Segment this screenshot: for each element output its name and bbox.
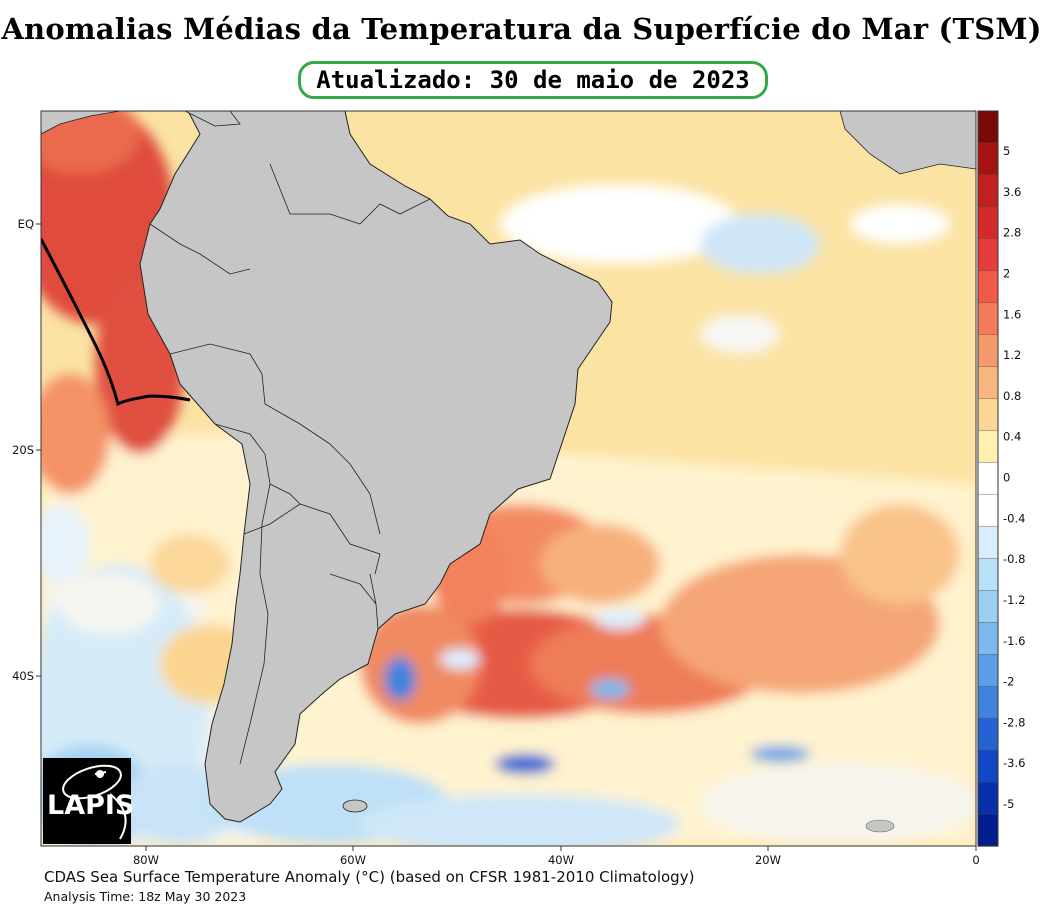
colorbar-label: -2	[1003, 675, 1014, 689]
colorbar-swatch	[977, 813, 999, 847]
south-georgia	[865, 819, 895, 833]
colorbar-label: -0.8	[1003, 552, 1025, 566]
colorbar-label: 0.4	[1003, 430, 1021, 444]
lon-label: 20W	[755, 853, 781, 864]
lon-label: 60W	[340, 853, 366, 864]
colorbar-label: 1.6	[1003, 307, 1021, 321]
africa	[839, 111, 976, 175]
colorbar-label: -3.6	[1003, 756, 1025, 770]
central-america	[41, 111, 121, 135]
map-title: Anomalias Médias da Temperatura da Super…	[1, 12, 1042, 46]
colorbar-swatch	[977, 686, 999, 719]
colorbar-swatch	[977, 174, 999, 208]
colorbar-label: 0	[1003, 471, 1010, 485]
colorbar-swatch	[977, 526, 999, 560]
colorbar-swatch	[977, 494, 999, 528]
colorbar-swatch	[977, 462, 999, 496]
colorbar-label: 1.2	[1003, 348, 1021, 362]
colorbar-swatch	[977, 334, 999, 368]
map-frame	[40, 110, 977, 847]
colorbar-label: 2	[1003, 266, 1010, 280]
colorbar-label: -1.2	[1003, 593, 1025, 607]
colorbar-swatch	[977, 717, 999, 751]
colorbar-label: 5	[1003, 144, 1010, 158]
colorbar-label: 0.8	[1003, 389, 1021, 403]
colorbar-swatch	[977, 110, 999, 144]
country-borders	[149, 163, 431, 765]
colorbar-legend: 5 3.6 2.8 2 1.6 1.2 0.8 0.4 0 -0.4 -0.8 -1.2 -1.6 -2 -…	[977, 110, 1025, 847]
colorbar-frame	[977, 110, 999, 847]
lon-label: 0	[972, 853, 979, 864]
lon-label: 40W	[548, 853, 574, 864]
lat-label: EQ	[18, 217, 34, 231]
analysis-time: Analysis Time: 18z May 30 2023	[44, 889, 247, 904]
colorbar-swatch	[977, 558, 999, 592]
colorbar-swatch	[977, 654, 999, 687]
colorbar-swatch	[977, 206, 999, 240]
colorbar-swatch	[977, 238, 999, 272]
colorbar-label: -2.8	[1003, 715, 1025, 729]
colorbar-swatch	[977, 781, 999, 815]
lat-label: 20S	[12, 443, 34, 457]
south-america	[139, 111, 613, 823]
colorbar-label: -5	[1003, 797, 1014, 811]
lat-label: 40S	[12, 669, 34, 683]
lon-label: 80W	[133, 853, 159, 864]
latitude-axis: EQ 20S 40S	[12, 217, 41, 683]
caribbean-coast	[184, 111, 241, 127]
colorbar-swatch	[977, 622, 999, 655]
colorbar-swatch	[977, 749, 999, 783]
colorbar-swatch	[977, 590, 999, 624]
lapis-logo: LAPIS	[43, 758, 134, 844]
colorbar-label: 2.8	[1003, 226, 1021, 240]
colorbar-swatch	[977, 430, 999, 464]
longitude-axis: 80W 60W 40W 20W 0	[133, 846, 980, 864]
colorbar-swatch	[977, 270, 999, 304]
colorbar-label: 3.6	[1003, 185, 1021, 199]
colorbar-swatch	[977, 142, 999, 176]
falkland-islands	[342, 799, 368, 813]
contour-line	[41, 238, 191, 407]
colorbar-swatch	[977, 398, 999, 432]
colorbar-swatch	[977, 366, 999, 400]
map-caption: CDAS Sea Surface Temperature Anomaly (°C…	[44, 868, 695, 886]
sst-anomaly-map: LAPIS 80W 60W 40W 20W 0 EQ 20S 40S 5 3.6 2.8 2 1.6…	[12, 110, 1025, 864]
colorbar-label: -0.4	[1003, 511, 1025, 525]
colorbar-label: -1.6	[1003, 634, 1025, 648]
colorbar-swatch	[977, 302, 999, 336]
update-date-badge: Atualizado: 30 de maio de 2023	[298, 61, 768, 99]
